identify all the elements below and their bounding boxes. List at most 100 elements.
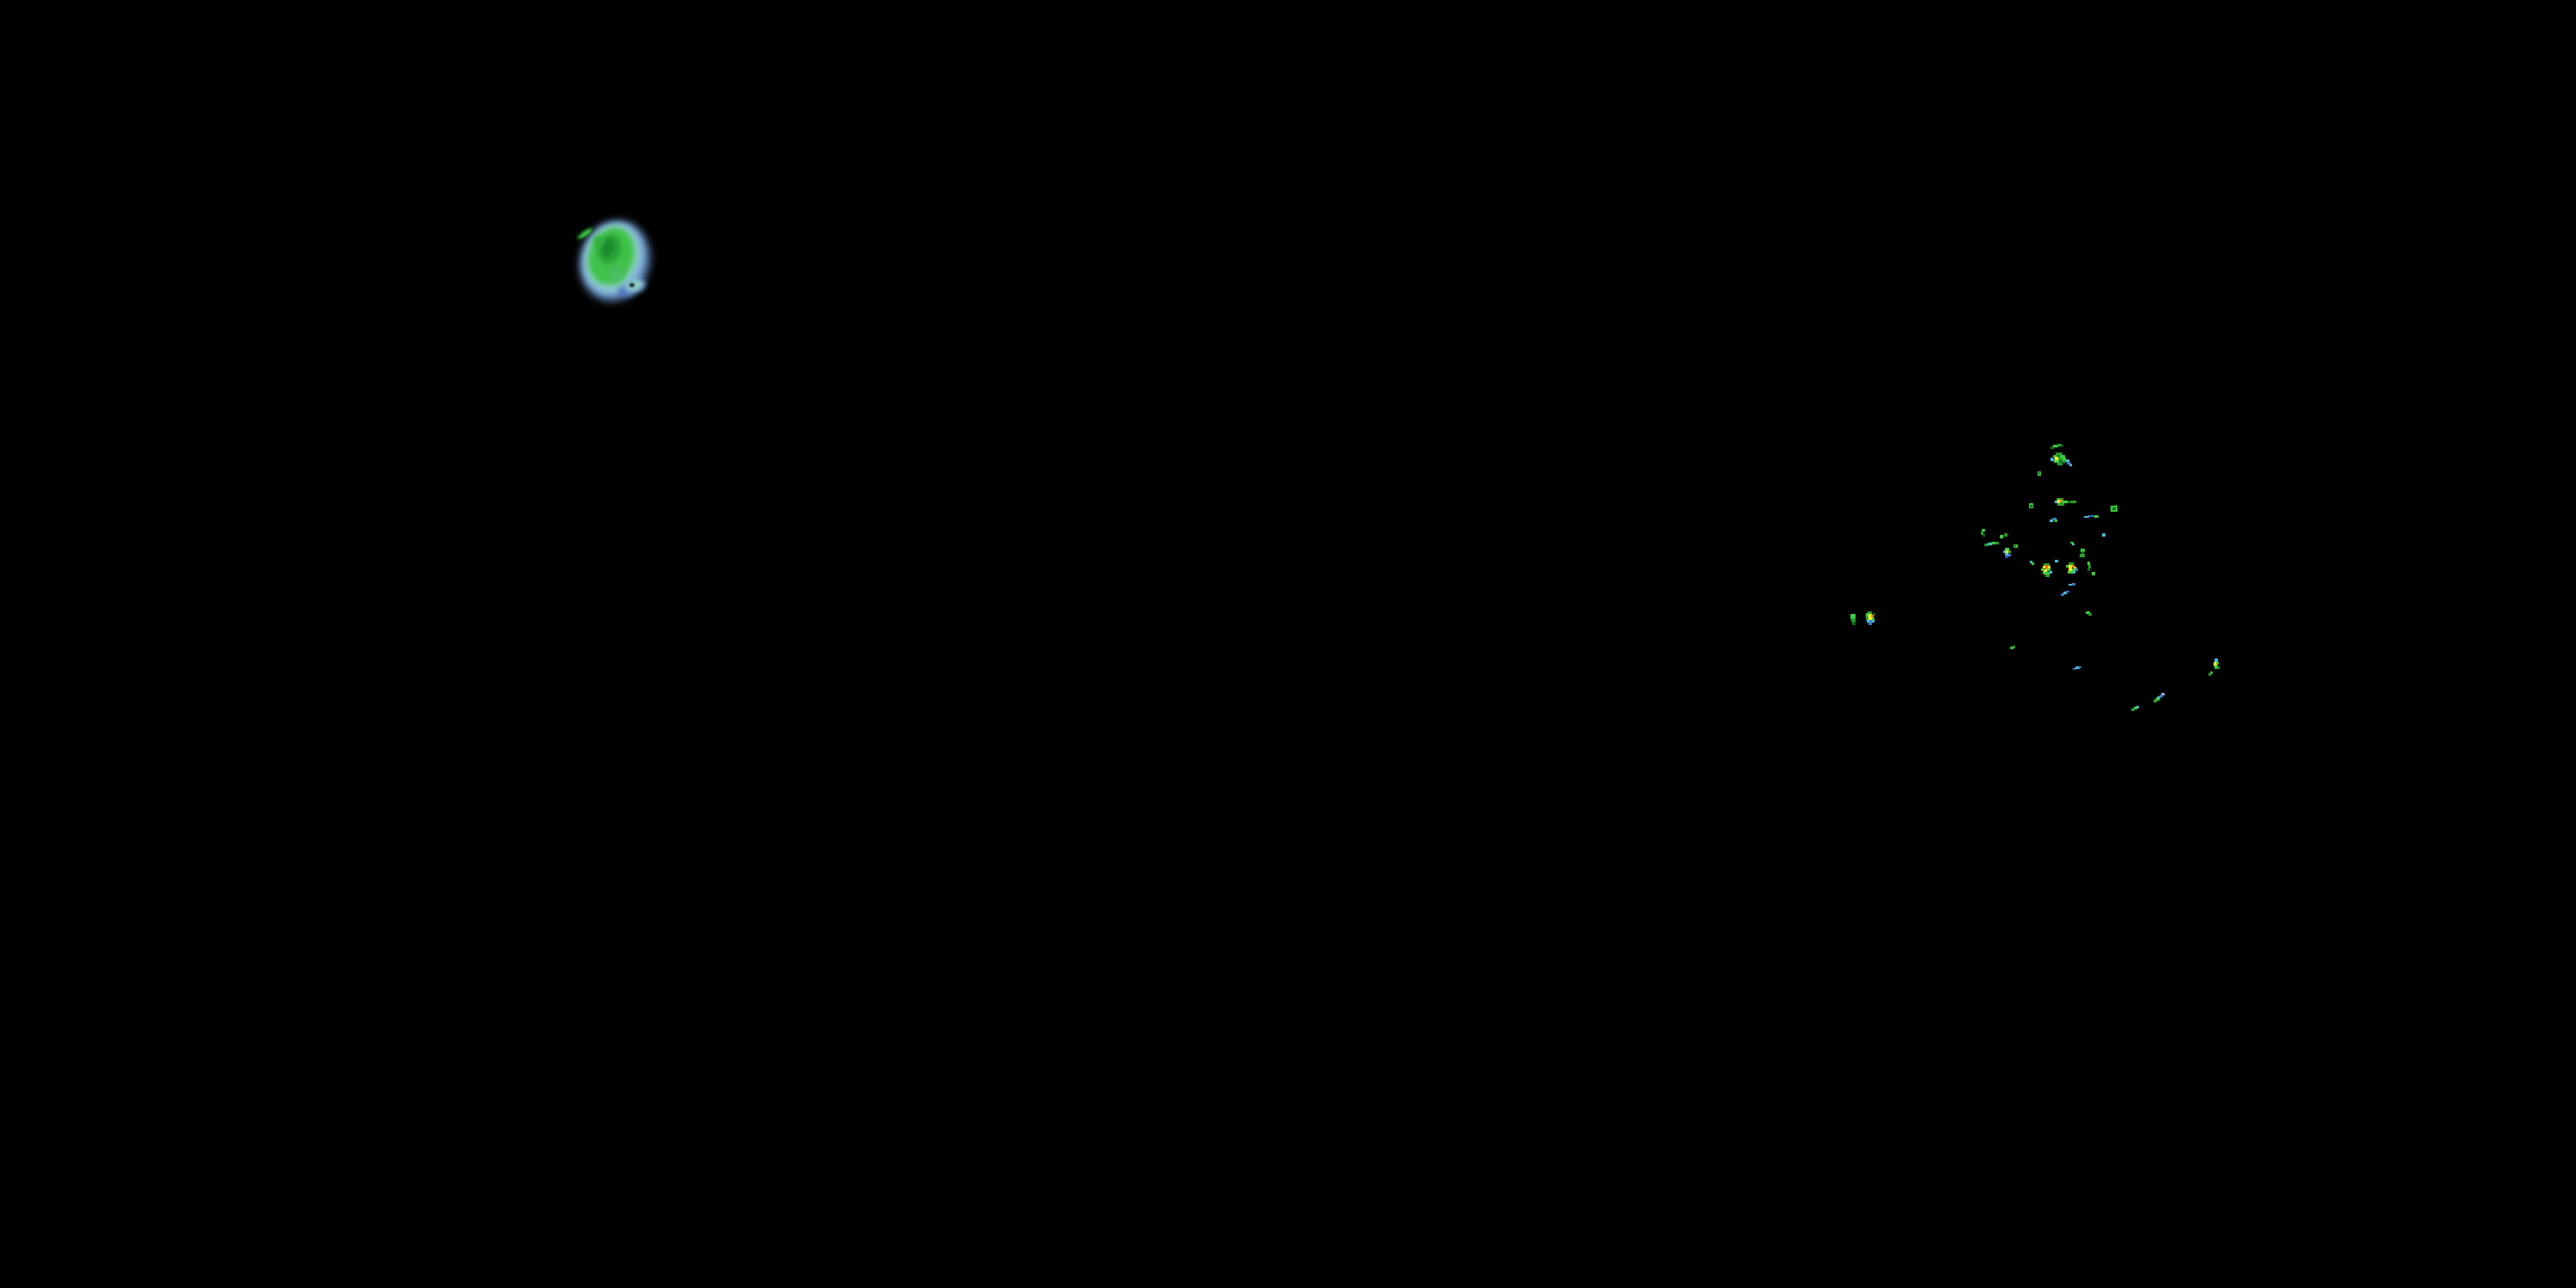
storm-cell-pixel <box>2061 445 2063 447</box>
storm-cell-pixel <box>2160 695 2163 697</box>
storm-cell-pixel <box>2069 568 2072 571</box>
storm-cell-pixel <box>2030 561 2032 563</box>
storm-cell-pixel <box>2063 501 2069 503</box>
storm-cell-pixel <box>2112 507 2116 510</box>
storm-cell-pixel <box>1868 623 1872 625</box>
storm-cell-pixel <box>2131 708 2135 711</box>
storm-cell-pixel <box>2005 548 2009 550</box>
storm-cell-speck-w4 <box>2029 503 2033 508</box>
storm-cell-pixel <box>1871 615 1874 617</box>
storm-cell-pixel <box>2086 611 2090 614</box>
storm-cell-pixel <box>2014 545 2016 547</box>
storm-cell-pixel <box>2057 500 2061 503</box>
storm-cell-pixel <box>2056 453 2063 455</box>
storm-cell-pixel <box>2053 455 2057 458</box>
storm-cell-pixel <box>2073 571 2075 574</box>
storm-cell-pixel <box>2052 518 2057 520</box>
storm-cell-pixel <box>2081 551 2084 554</box>
storm-cell-pixel <box>2088 613 2092 616</box>
storm-cell-pixel <box>2092 572 2095 575</box>
storm-cell-speck-10 <box>2102 533 2105 537</box>
storm-cell-pixel <box>1869 620 1873 623</box>
precipitation-blob-layer <box>601 239 615 256</box>
storm-cell-speck-n3 <box>2038 471 2041 476</box>
precipitation-blob-layer <box>629 283 635 288</box>
storm-cell-pixel <box>2003 550 2006 553</box>
storm-cell-pixel <box>2073 668 2076 670</box>
storm-cell-pixel <box>2057 498 2063 501</box>
storm-cell-pixel <box>2069 565 2072 568</box>
storm-cell-speck-15 <box>2014 544 2018 548</box>
storm-cell-pixel <box>1866 613 1868 617</box>
storm-cell-pixel <box>2008 554 2011 556</box>
storm-cell-pixel <box>2055 560 2058 562</box>
storm-cell-pixel <box>2057 463 2063 465</box>
storm-cell-pixel <box>1982 529 1985 532</box>
storm-cell-pixel <box>2050 571 2052 574</box>
storm-cell-pixel <box>2054 460 2059 463</box>
storm-cell-pixel <box>2066 565 2069 568</box>
storm-cell-speck-11 <box>1981 529 1985 537</box>
storm-cell-pixel <box>2069 584 2073 586</box>
storm-cell-pixel <box>2053 459 2055 461</box>
precipitation-blob-west <box>576 221 650 301</box>
storm-cell-cell-7 <box>2111 505 2117 512</box>
storm-cell-dash-24 <box>2069 583 2075 586</box>
storm-cell-pixel <box>2059 460 2063 463</box>
storm-cell-speck-23 <box>2092 572 2095 575</box>
storm-cell-pixel <box>2070 542 2074 544</box>
storm-cell-cell-c <box>1866 611 1875 625</box>
storm-cell-pixel <box>2208 673 2211 676</box>
storm-cell-pixel <box>1872 620 1874 623</box>
storm-cell-dash-30 <box>2073 666 2081 670</box>
storm-cell-pixel <box>1873 613 1875 616</box>
storm-cell-pixel <box>1872 617 1874 620</box>
storm-cell-pixel <box>2045 574 2050 577</box>
storm-cell-dash-25 <box>2061 591 2069 596</box>
storm-cell-pixel <box>2043 566 2045 568</box>
storm-cell-pixel <box>2005 556 2008 558</box>
storm-cell-pixel <box>2069 464 2072 466</box>
storm-cell-pixel <box>2010 647 2014 649</box>
storm-cell-pixel <box>2068 571 2073 574</box>
storm-cell-pixel <box>2094 515 2099 518</box>
storm-cell-speck-29 <box>2010 646 2015 649</box>
precipitation-blob-layer <box>608 265 625 283</box>
storm-cell-pixel <box>2055 501 2057 503</box>
storm-cell-pixel <box>2063 458 2066 460</box>
storm-cell-pixel <box>2155 698 2160 701</box>
storm-cell-streak-n1 <box>2050 444 2063 449</box>
storm-cell-pixel <box>2000 535 2003 538</box>
storm-cell-pixel <box>2115 505 2117 507</box>
storm-cell-cell-31 <box>2214 659 2220 669</box>
storm-cell-pixel <box>2069 562 2074 565</box>
precipitation-blob-layer <box>580 229 592 238</box>
storm-cell-pixel <box>2005 553 2008 556</box>
storm-cell-pixel <box>2044 563 2050 566</box>
storm-cell-speck-26 <box>2086 611 2092 616</box>
storm-cell-speck-17 <box>2055 560 2058 562</box>
storm-cell-pixel <box>2217 666 2220 669</box>
storm-cell-pixel <box>2050 519 2053 522</box>
storm-cell-pixel <box>2050 458 2053 461</box>
storm-cell-vdash-20 <box>2087 562 2091 571</box>
storm-cell-cluster-east <box>1850 444 2220 711</box>
storm-cell-pixel <box>2061 593 2064 596</box>
storm-cell-pixel <box>2072 544 2075 545</box>
precipitation-blob-layer <box>592 235 605 247</box>
storm-cell-streak-13 <box>1984 542 1999 546</box>
storm-cell-pixel <box>1868 614 1872 618</box>
storm-cell-pixel <box>2008 550 2011 553</box>
storm-cell-pixel <box>2063 592 2067 594</box>
storm-cell-pixel <box>2032 562 2034 565</box>
storm-cell-cell-14 <box>2003 548 2011 558</box>
storm-cell-pixel <box>2070 501 2076 503</box>
storm-cell-pixel <box>2074 567 2076 569</box>
storm-cell-pixel <box>2134 707 2137 709</box>
storm-cell-pixel <box>2038 472 2040 474</box>
storm-cell-pixel <box>2068 501 2071 503</box>
storm-cell-dash-9 <box>2084 515 2099 518</box>
storm-cell-pixel <box>2161 693 2165 696</box>
